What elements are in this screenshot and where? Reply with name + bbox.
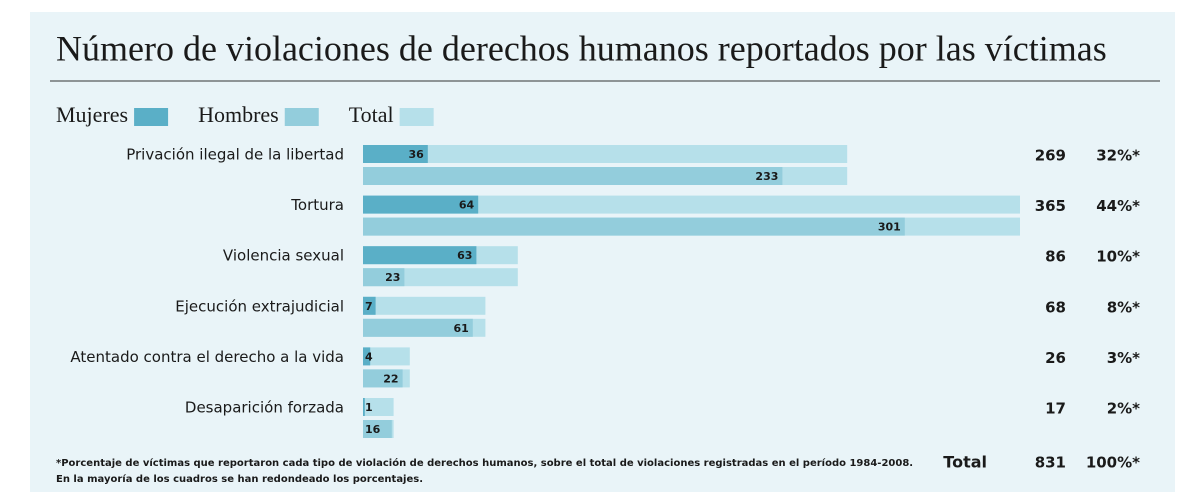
- legend-swatch: [284, 108, 319, 126]
- bar: [363, 268, 405, 287]
- category-label: Ejecución extrajudicial: [175, 297, 344, 315]
- footnote: *Porcentaje de víctimas que reportaron c…: [56, 457, 913, 469]
- bar: [363, 369, 403, 388]
- bar: [363, 246, 477, 265]
- percentage: 2%*: [1107, 400, 1140, 418]
- category-label: Violencia sexual: [223, 247, 344, 265]
- percentage: 32%*: [1096, 147, 1140, 165]
- legend-swatch: [399, 108, 434, 126]
- value-label: 64: [459, 199, 475, 212]
- bar: [363, 167, 783, 185]
- value-label: 233: [755, 170, 778, 183]
- value-label: 23: [385, 271, 400, 284]
- bar: [363, 145, 428, 163]
- bar: [363, 195, 479, 214]
- value-label: 61: [453, 322, 468, 335]
- bar: [363, 318, 473, 337]
- total-value: 86: [1045, 248, 1066, 266]
- total-value: 26: [1045, 349, 1066, 367]
- total-value: 17: [1045, 400, 1066, 418]
- percentage: 8%*: [1107, 298, 1140, 316]
- percentage: 44%*: [1096, 197, 1140, 215]
- bar: [363, 217, 905, 236]
- category-label: Atentado contra el derecho a la vida: [70, 348, 344, 366]
- chart-title: Número de violaciones de derechos humano…: [56, 28, 1107, 68]
- bar: [363, 398, 365, 416]
- total-value: 68: [1045, 298, 1066, 316]
- legend-swatch: [134, 108, 169, 126]
- value-label: 7: [365, 300, 373, 313]
- panel: [30, 12, 1175, 492]
- grand-total-percentage: 100%*: [1086, 454, 1140, 472]
- footnote: En la mayoría de los cuadros se han redo…: [56, 473, 423, 485]
- value-label: 63: [457, 249, 472, 262]
- value-label: 301: [878, 221, 901, 234]
- value-label: 36: [408, 148, 424, 161]
- percentage: 10%*: [1096, 248, 1140, 266]
- percentage: 3%*: [1107, 349, 1140, 367]
- grand-total-value: 831: [1035, 454, 1066, 472]
- legend-label: Total: [349, 102, 394, 127]
- grand-total-label: Total: [943, 453, 987, 472]
- total-bar: [363, 195, 1020, 214]
- value-label: 1: [365, 401, 373, 414]
- total-bar: [363, 296, 486, 315]
- category-label: Desaparición forzada: [185, 399, 344, 417]
- bar: [363, 347, 371, 366]
- total-bar: [363, 347, 410, 366]
- total-value: 269: [1035, 147, 1066, 165]
- legend-label: Mujeres: [56, 102, 128, 127]
- value-label: 16: [365, 423, 381, 436]
- total-bar: [363, 145, 848, 163]
- category-label: Tortura: [290, 196, 344, 214]
- value-label: 22: [383, 372, 398, 385]
- total-bar: [363, 398, 394, 416]
- category-label: Privación ilegal de la libertad: [126, 146, 344, 164]
- value-label: 4: [365, 350, 373, 363]
- bar: [363, 296, 376, 315]
- bar: [363, 420, 392, 438]
- total-value: 365: [1035, 197, 1066, 215]
- legend-label: Hombres: [198, 102, 279, 127]
